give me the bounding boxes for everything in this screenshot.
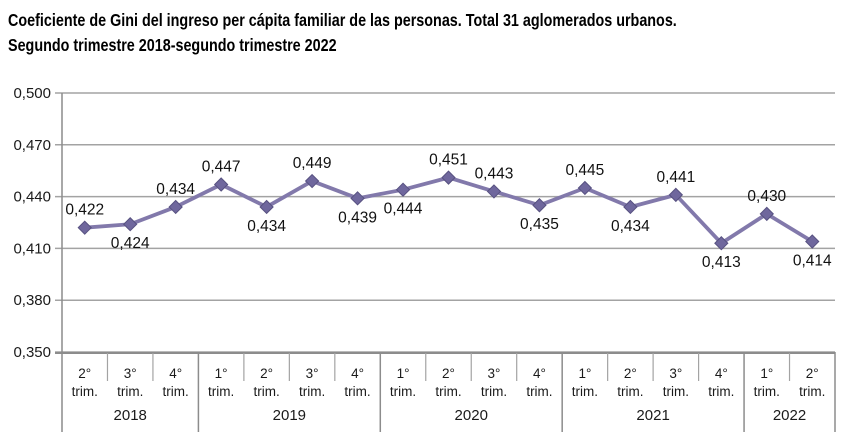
year-label: 2020 [455, 407, 488, 424]
data-point-label: 0,422 [65, 202, 104, 219]
data-point-marker [759, 206, 775, 222]
year-label: 2022 [773, 407, 806, 424]
data-point-label: 0,434 [156, 181, 195, 198]
data-point-label: 0,439 [338, 209, 377, 226]
data-point-marker [623, 199, 638, 215]
data-point-marker [577, 180, 593, 196]
data-point-marker [805, 234, 820, 249]
quarter-sublabel: trim. [572, 384, 598, 399]
data-point-label: 0,434 [611, 218, 650, 235]
quarter-label: 2° [260, 366, 273, 381]
quarter-label: 4° [715, 366, 728, 381]
data-point-marker [304, 173, 320, 189]
quarter-label: 4° [169, 366, 182, 381]
y-tick-label: 0,470 [13, 137, 51, 154]
year-label: 2018 [114, 407, 147, 424]
y-tick-label: 0,500 [13, 85, 51, 102]
quarter-label: 2° [806, 366, 819, 381]
quarter-label: 1° [397, 366, 410, 381]
data-point-marker [486, 184, 502, 199]
data-point-marker [441, 170, 456, 185]
quarter-label: 3° [306, 366, 319, 381]
data-point-label: 0,447 [202, 159, 241, 176]
data-point-marker [350, 191, 365, 206]
quarter-sublabel: trim. [799, 384, 825, 399]
y-tick-label: 0,380 [13, 292, 51, 309]
quarter-label: 2° [78, 366, 91, 381]
quarter-sublabel: trim. [708, 384, 734, 399]
data-point-marker [122, 217, 138, 232]
quarter-sublabel: trim. [253, 384, 279, 399]
quarter-sublabel: trim. [117, 384, 143, 399]
data-point-marker [395, 182, 411, 197]
quarter-label: 1° [578, 366, 591, 381]
quarter-sublabel: trim. [663, 384, 689, 399]
data-point-label: 0,449 [293, 155, 332, 172]
quarter-label: 3° [669, 366, 682, 381]
data-point-marker [532, 198, 547, 213]
quarter-label: 3° [124, 366, 137, 381]
chart-title: Coeficiente de Gini del ingreso per cápi… [8, 8, 677, 58]
data-point-label: 0,434 [247, 218, 286, 235]
chart-title-line-2: Segundo trimestre 2018-segundo trimestre… [8, 35, 337, 55]
quarter-sublabel: trim. [299, 384, 325, 399]
quarter-label: 4° [351, 366, 364, 381]
y-tick-label: 0,440 [13, 189, 51, 206]
y-tick-label: 0,410 [13, 240, 51, 257]
data-point-marker [714, 236, 729, 251]
data-point-label: 0,435 [520, 216, 559, 233]
quarter-sublabel: trim. [754, 384, 780, 399]
data-point-label: 0,413 [702, 254, 741, 271]
quarter-label: 4° [533, 366, 546, 381]
quarter-label: 1° [215, 366, 228, 381]
quarter-sublabel: trim. [344, 384, 370, 399]
quarter-label: 2° [624, 366, 637, 381]
quarter-sublabel: trim. [72, 384, 98, 399]
year-label: 2021 [636, 407, 669, 424]
chart-title-line-1: Coeficiente de Gini del ingreso per cápi… [8, 10, 677, 30]
quarter-sublabel: trim. [390, 384, 416, 399]
data-point-label: 0,451 [429, 152, 468, 169]
quarter-sublabel: trim. [481, 384, 507, 399]
quarter-sublabel: trim. [163, 384, 189, 399]
data-point-label: 0,444 [384, 201, 423, 218]
data-point-label: 0,445 [566, 162, 605, 179]
data-point-marker [668, 187, 684, 203]
data-point-label: 0,443 [475, 165, 514, 182]
year-label: 2019 [273, 407, 306, 424]
data-point-marker [77, 220, 92, 235]
quarter-sublabel: trim. [208, 384, 234, 399]
data-point-marker [213, 177, 229, 192]
quarter-label: 3° [488, 366, 501, 381]
quarter-sublabel: trim. [617, 384, 643, 399]
quarter-label: 2° [442, 366, 455, 381]
data-point-marker [259, 199, 274, 215]
data-point-marker [168, 199, 183, 215]
data-point-label: 0,414 [793, 252, 832, 269]
quarter-sublabel: trim. [435, 384, 461, 399]
quarter-label: 1° [760, 366, 773, 381]
data-point-label: 0,424 [111, 235, 150, 252]
data-point-label: 0,441 [656, 169, 695, 186]
y-tick-label: 0,350 [13, 344, 51, 361]
quarter-sublabel: trim. [526, 384, 552, 399]
data-point-label: 0,430 [747, 188, 786, 205]
